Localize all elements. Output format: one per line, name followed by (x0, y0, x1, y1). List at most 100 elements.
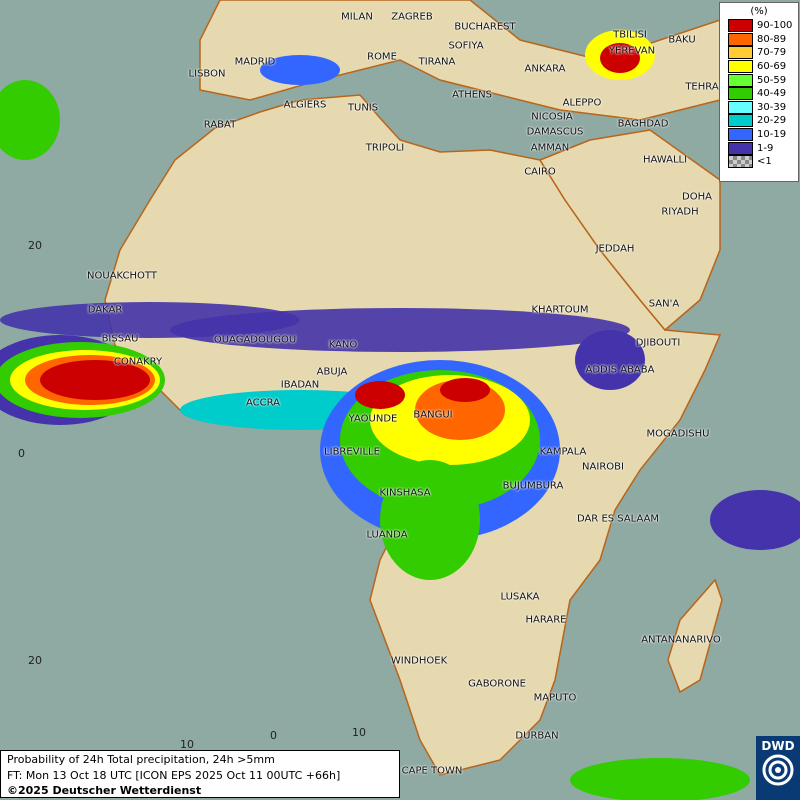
legend-item: 70-79 (728, 46, 798, 60)
city-label: ADDIS ABABA (585, 364, 655, 376)
legend-label: 20-29 (757, 115, 787, 127)
city-label: ALEPPO (562, 97, 602, 109)
legend-item: 10-19 (728, 128, 798, 142)
city-label: CAIRO (524, 166, 556, 178)
city-label: GABORONE (468, 678, 526, 690)
city-label: SOFIYA (448, 40, 484, 52)
city-label: ZAGREB (391, 11, 433, 23)
legend-item: 80-89 (728, 32, 798, 47)
city-label: DAMASCUS (526, 126, 584, 138)
city-label: YAOUNDE (348, 413, 398, 425)
city-label: KINSHASA (379, 487, 431, 499)
city-label: KAMPALA (539, 446, 587, 458)
legend-item: 60-69 (728, 60, 798, 74)
city-label: HAWALLI (642, 154, 688, 166)
city-label: ATHENS (452, 89, 492, 101)
legend-item: 30-39 (728, 100, 798, 115)
city-label: BAGHDAD (617, 118, 669, 130)
lon-label-10w: 10 (180, 738, 194, 751)
legend-unit: (%) (750, 6, 768, 17)
city-label: KHARTOUM (531, 304, 589, 316)
city-label: NAIROBI (582, 461, 624, 473)
city-label: DOHA (682, 191, 712, 203)
legend-label: 10-19 (757, 129, 787, 141)
legend-swatch (728, 155, 753, 169)
city-label: CAPE TOWN (401, 765, 463, 777)
precipitation-fields (0, 30, 800, 800)
legend-label: 40-49 (757, 88, 787, 100)
city-label: LIBREVILLE (324, 446, 380, 458)
legend-label: 90-100 (757, 20, 793, 32)
city-label: ACCRA (245, 397, 281, 409)
city-label: SAN'A (648, 298, 680, 310)
lat-label-20s: 20 (28, 654, 42, 667)
info-box: Probability of 24h Total precipitation, … (0, 750, 400, 798)
city-label: AMMAN (530, 142, 570, 154)
city-label: TRIPOLI (365, 142, 405, 154)
city-label: ANTANANARIVO (641, 634, 721, 646)
legend-swatch (728, 141, 753, 155)
city-label: RABAT (203, 119, 237, 131)
legend-swatch (728, 73, 753, 87)
city-label: DURBAN (515, 730, 559, 742)
forecast-time: FT: Mon 13 Oct 18 UTC [ICON EPS 2025 Oct… (7, 768, 341, 782)
lat-label-0: 0 (18, 447, 25, 460)
legend-label: 1-9 (757, 142, 774, 154)
city-label: LUSAKA (500, 591, 540, 603)
legend-item: 1-9 (728, 141, 798, 155)
logo-text: DWD (761, 739, 795, 753)
city-label: RIYADH (661, 206, 699, 218)
legend-swatch (728, 114, 753, 128)
legend-label: 60-69 (757, 61, 787, 73)
legend-swatch (728, 46, 753, 60)
city-label: NOUAKCHOTT (87, 270, 157, 282)
city-label: TEHRA (685, 81, 719, 93)
city-label: BUJUMBURA (502, 480, 564, 492)
legend-item: 20-29 (728, 114, 798, 128)
dwd-logo: DWD (756, 736, 800, 800)
legend-swatch (728, 100, 753, 114)
city-label: LUANDA (366, 529, 408, 541)
city-label: TBILISI (613, 29, 647, 41)
city-label: OUAGADOUGOU (213, 334, 297, 346)
city-label: YEREVAN (608, 45, 656, 57)
city-label: JEDDAH (595, 243, 635, 255)
legend-label: 30-39 (757, 101, 787, 113)
lat-label-20n: 20 (28, 239, 42, 252)
city-label: NICOSIA (531, 111, 573, 123)
city-label: TIRANA (418, 56, 456, 68)
city-label: MOGADISHU (646, 428, 710, 440)
lon-label-10e: 10 (352, 726, 366, 739)
legend-swatch (728, 87, 753, 101)
legend-label: 70-79 (757, 47, 787, 59)
city-label: ALGIERS (283, 99, 327, 111)
copyright: ©2025 Deutscher Wetterdienst (7, 784, 202, 797)
city-label: LISBON (188, 68, 226, 80)
city-label: MADRID (234, 56, 276, 68)
legend-item: <1 (728, 155, 798, 169)
legend: (%) 90-100 80-89 70-79 60-69 50-59 40-49 30-39… (719, 2, 799, 182)
legend-item: 40-49 (728, 87, 798, 101)
legend-label: <1 (757, 156, 772, 168)
city-label: TUNIS (347, 102, 379, 114)
legend-swatch (728, 60, 753, 74)
city-label: BISSAU (101, 333, 139, 345)
city-label: ROME (367, 51, 397, 63)
legend-item: 50-59 (728, 73, 798, 87)
lon-label-0: 0 (270, 729, 277, 742)
legend-swatch (728, 128, 753, 142)
city-label: MAPUTO (533, 692, 577, 704)
city-label: BANGUI (413, 409, 453, 421)
swirl-icon (762, 754, 794, 786)
legend-label: 50-59 (757, 74, 787, 86)
city-label: DAR ES SALAAM (576, 513, 660, 525)
city-label: ABUJA (316, 366, 348, 378)
city-label: IBADAN (280, 379, 320, 391)
city-label: ANKARA (524, 63, 566, 75)
city-label: DAKAR (87, 304, 123, 316)
legend-swatch (728, 19, 753, 33)
map-title: Probability of 24h Total precipitation, … (7, 753, 275, 766)
city-label: KANO (328, 339, 358, 351)
city-label: BUCHAREST (454, 21, 516, 33)
legend-label: 80-89 (757, 33, 787, 45)
